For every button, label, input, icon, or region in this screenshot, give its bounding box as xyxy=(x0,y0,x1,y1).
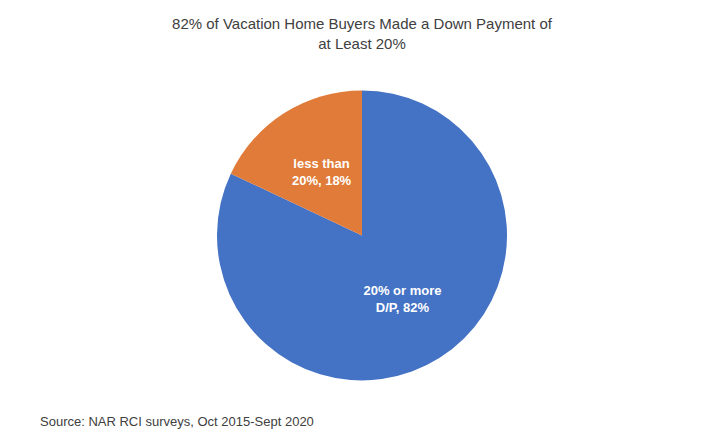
svg-text:D/P, 82%: D/P, 82% xyxy=(376,300,430,315)
svg-text:20%, 18%: 20%, 18% xyxy=(292,173,352,188)
svg-text:82% of Vacation Home Buyers Ma: 82% of Vacation Home Buyers Made a Down … xyxy=(172,15,553,32)
svg-text:Source: NAR RCI surveys, Oct 2: Source: NAR RCI surveys, Oct 2015-Sept 2… xyxy=(40,414,314,429)
svg-text:20% or more: 20% or more xyxy=(363,283,441,298)
svg-text:at Least 20%: at Least 20% xyxy=(318,35,406,52)
svg-text:less than: less than xyxy=(293,156,349,171)
